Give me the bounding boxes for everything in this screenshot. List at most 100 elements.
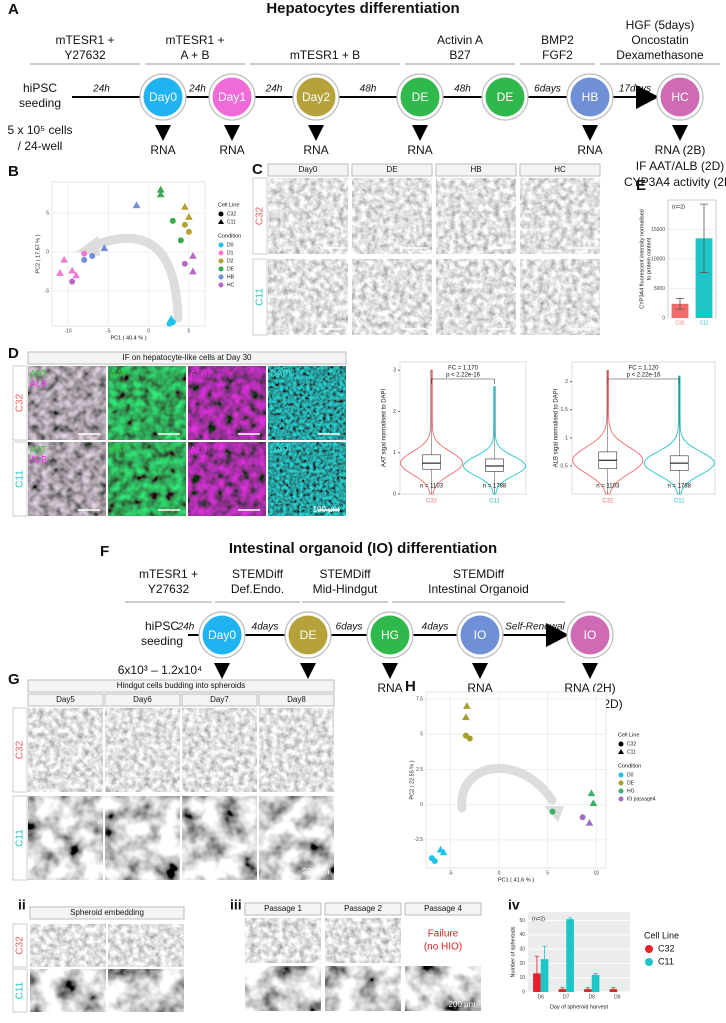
panel-label: E <box>636 177 646 194</box>
y-tick-label: 0 <box>46 249 49 255</box>
y-tick-label: 15000 <box>651 227 665 233</box>
interval: 4days <box>422 622 449 633</box>
output-arrow <box>214 663 230 679</box>
legend-marker <box>618 788 624 794</box>
axis-label: to protein content <box>646 237 652 280</box>
error-bar <box>699 203 709 273</box>
column-header: Day7 <box>210 695 229 704</box>
p-value: p < 2.22e-16 <box>627 373 662 379</box>
micrograph <box>325 966 401 1011</box>
point <box>189 251 197 259</box>
output: RNA <box>407 143 432 157</box>
row-label: C32 <box>15 936 26 955</box>
timeline-arrowhead <box>546 623 569 647</box>
error-bar <box>593 973 598 977</box>
seeding: hiPSC <box>145 619 179 633</box>
stage-label: IO <box>474 628 487 642</box>
point <box>89 252 96 259</box>
legend-marker <box>618 796 624 802</box>
chart-note: (n=2) <box>672 204 685 210</box>
point <box>156 190 165 198</box>
legend-marker <box>218 266 224 272</box>
trajectory-arrow <box>457 763 557 813</box>
stage <box>370 615 410 655</box>
axis-label: PC1 ( 41.6 % ) <box>498 877 534 883</box>
channel-label: AAT <box>30 444 47 454</box>
micrograph <box>245 918 321 963</box>
y-tick-label: 10000 <box>651 256 665 262</box>
row-label: C11 <box>255 288 266 306</box>
point <box>167 314 175 322</box>
x-tick-label: C32 <box>675 320 684 326</box>
column-header: Day6 <box>133 695 152 704</box>
point <box>466 735 473 742</box>
error-bar <box>535 955 539 991</box>
violin <box>572 369 644 495</box>
comparison-bracket <box>607 378 680 384</box>
output: RNA <box>303 143 328 157</box>
x-tick-label: C32 <box>602 499 614 505</box>
output-arrow <box>412 125 428 141</box>
legend-label: C32 <box>227 211 236 217</box>
row-label: C32 <box>255 206 266 225</box>
row-label-box <box>12 707 28 793</box>
bar <box>671 303 689 318</box>
axis-label: PC1 ( 40.4 % ) <box>110 335 146 341</box>
row-label: C32 <box>15 740 26 759</box>
micrograph <box>268 366 346 440</box>
micrograph <box>520 259 600 335</box>
micrograph <box>436 178 516 254</box>
y-tick-label: 50 <box>519 918 525 924</box>
seeding: hiPSC <box>23 81 57 95</box>
interval: 24h <box>177 622 195 633</box>
legend-marker <box>618 741 624 747</box>
y-tick-label: 2 <box>393 409 396 415</box>
y-tick-label: 40 <box>519 932 525 938</box>
y-tick-label: 2 <box>565 379 568 385</box>
point <box>156 185 165 193</box>
micrograph <box>325 918 401 963</box>
column-header: Day0 <box>299 165 318 174</box>
y-tick-label: 0 <box>393 491 396 497</box>
plot-area <box>399 361 527 495</box>
point <box>587 789 596 797</box>
micrograph <box>108 442 186 516</box>
micrograph <box>405 966 481 1011</box>
stage <box>660 77 700 117</box>
legend-label: HC <box>227 282 235 288</box>
failure-note: Failure <box>428 929 459 940</box>
legend-title: Condition <box>218 233 241 239</box>
point <box>72 271 80 279</box>
legend-label: C11 <box>658 956 674 966</box>
x-tick-label: D9 <box>614 994 621 1000</box>
trajectory-arrowhead <box>76 236 100 256</box>
point <box>579 814 586 821</box>
stage <box>570 77 610 117</box>
output: IF AAT/ALB (2D) <box>636 159 724 173</box>
error-bar <box>675 298 685 310</box>
x-tick-label: C32 <box>426 499 438 505</box>
channel-label: ALB <box>190 444 207 454</box>
interval: 24h <box>188 84 206 95</box>
micrograph <box>182 708 257 792</box>
channel-label: ALB <box>30 454 47 464</box>
point <box>60 255 68 263</box>
interval: 6days <box>534 84 561 95</box>
axis-label: Number of spheroids <box>510 926 516 977</box>
sub-label: ii <box>18 897 26 913</box>
stage <box>296 77 336 117</box>
point <box>81 250 88 257</box>
panel-label: G <box>8 671 20 688</box>
stage <box>400 77 440 117</box>
micrograph <box>259 708 334 792</box>
legend-marker <box>218 282 224 288</box>
stage <box>202 615 242 655</box>
seeding: seeding <box>19 96 61 110</box>
y-tick-label: 5 <box>420 732 423 738</box>
box <box>422 454 441 470</box>
stage-label: DE <box>300 628 317 642</box>
y-tick-label: 1 <box>393 450 396 456</box>
interval: 48h <box>360 84 377 95</box>
point <box>68 266 76 274</box>
medium: mTESR1 + <box>139 567 198 581</box>
